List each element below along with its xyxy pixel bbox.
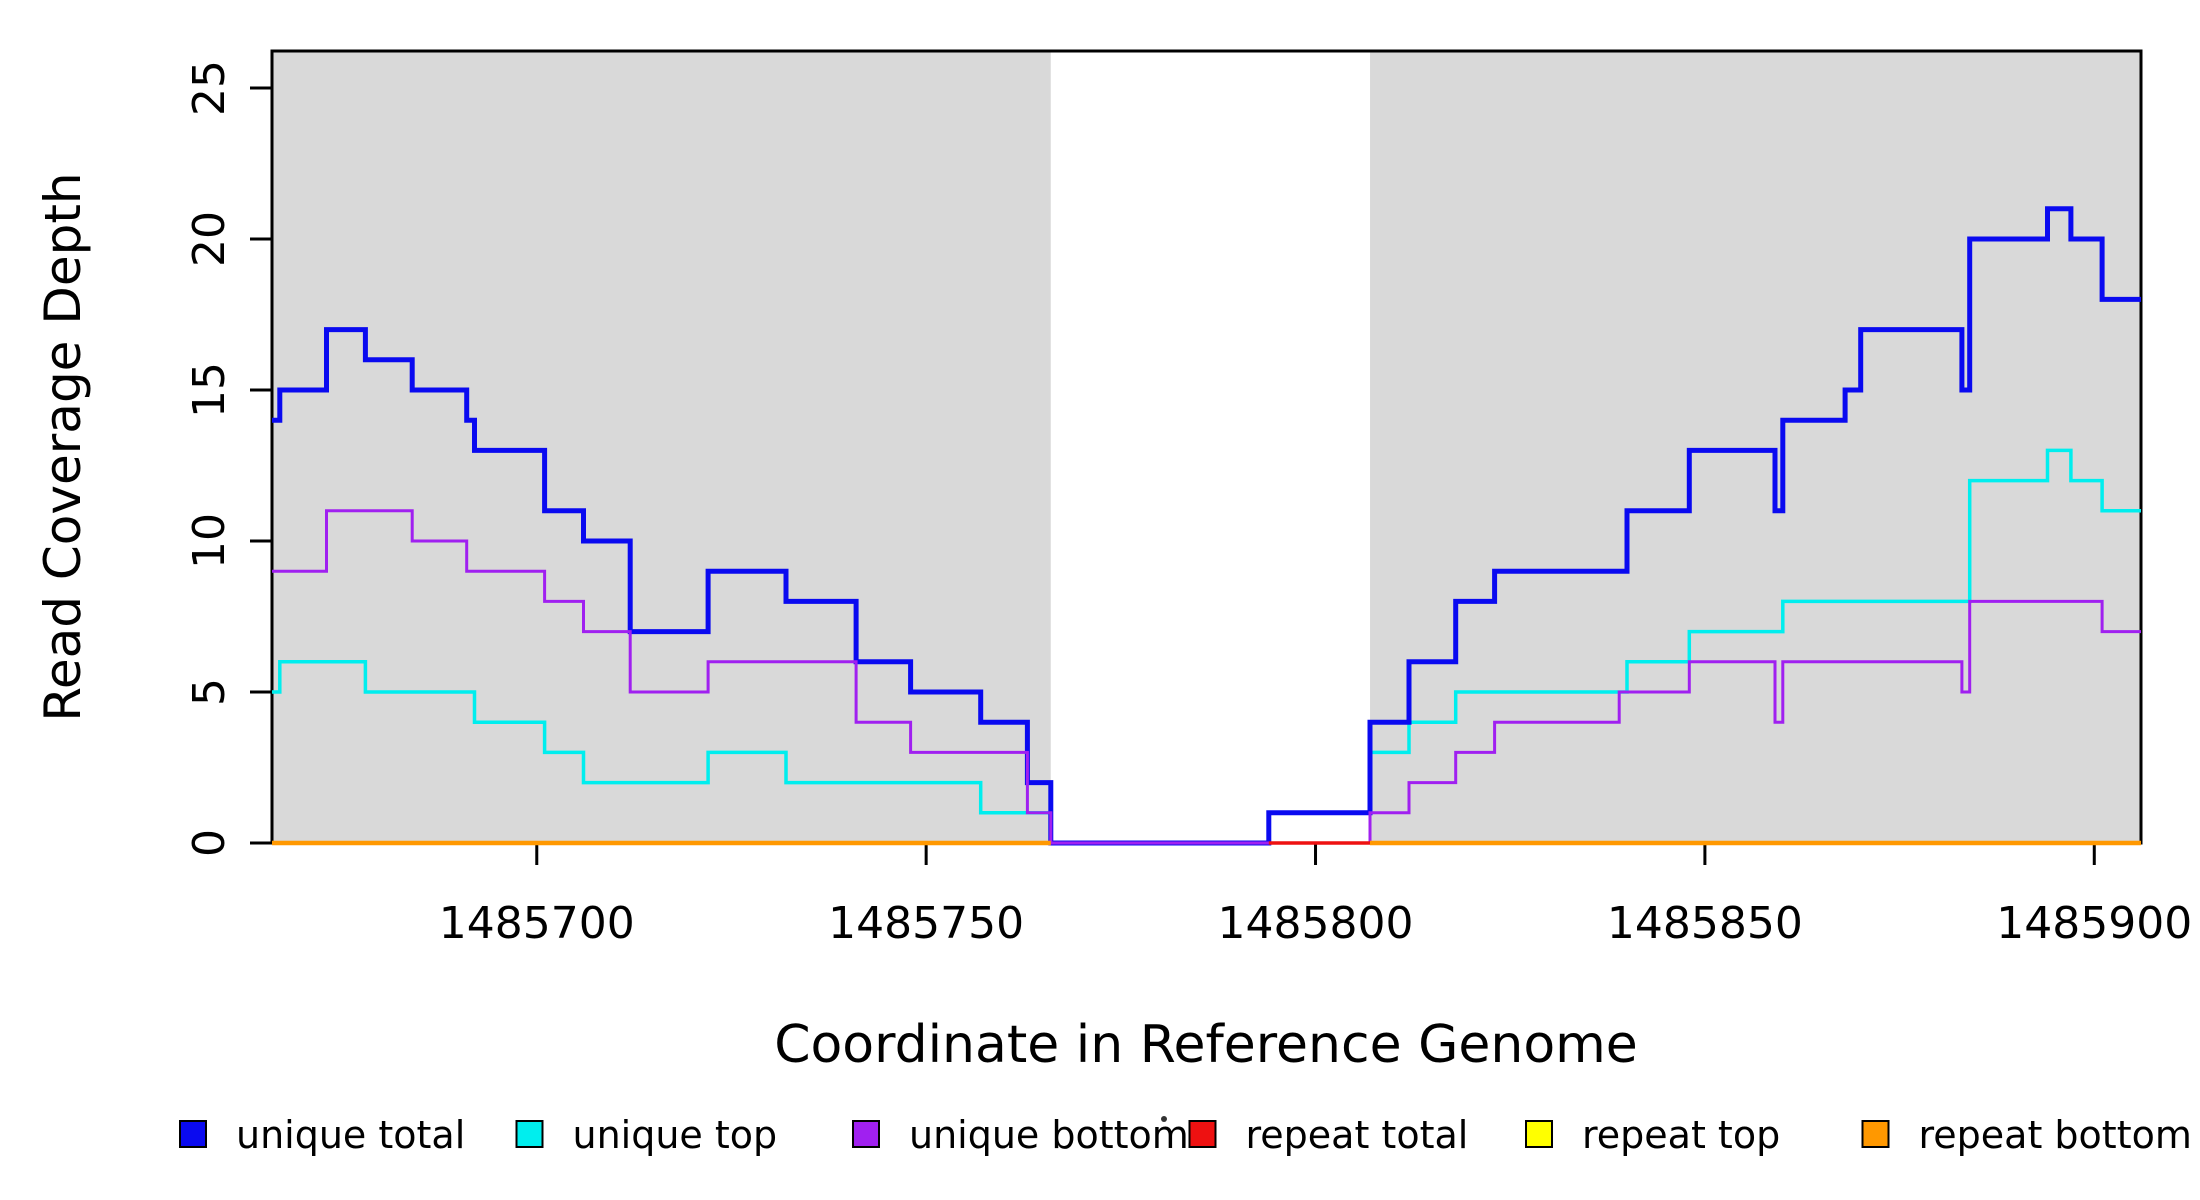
series-line-unique-bottom — [272, 509, 2141, 845]
legend: unique total unique top unique bottom repea… — [179, 1113, 2192, 1157]
legend-label-unique-total: unique total — [236, 1113, 465, 1157]
x-axis-title: Coordinate in Reference Genome — [774, 1015, 1638, 1075]
shaded-regions — [272, 51, 2141, 843]
legend-swatch-repeat-top — [1525, 1120, 1553, 1148]
y-tick-label: 5 — [184, 678, 235, 706]
legend-swatch-repeat-bottom — [1861, 1120, 1890, 1148]
stray-dot — [1161, 1116, 1167, 1122]
legend-swatch-repeat-total — [1188, 1120, 1217, 1148]
legend-swatch-unique-bottom — [852, 1120, 880, 1148]
legend-label-repeat-bottom: repeat bottom — [1919, 1113, 2192, 1157]
legend-swatch-unique-total — [179, 1120, 207, 1148]
x-tick-label: 1485800 — [1218, 898, 1414, 949]
y-tick-label: 10 — [184, 513, 235, 569]
axis-ticks-and-labels: 1485700 1485750 1485800 1485850 1485900 0 5 10 1… — [184, 60, 2192, 949]
legend-label-unique-bottom: unique bottom — [909, 1113, 1189, 1157]
legend-label-repeat-total: repeat total — [1246, 1113, 1469, 1157]
shaded-region — [1370, 51, 2141, 843]
y-tick-label: 15 — [184, 362, 235, 418]
x-tick-label: 1485750 — [828, 898, 1024, 949]
y-axis-title: Read Coverage Depth — [34, 172, 92, 721]
y-tick-label: 25 — [184, 60, 235, 116]
legend-label-repeat-top: repeat top — [1582, 1113, 1780, 1157]
x-tick-label: 1485850 — [1607, 898, 1803, 949]
legend-label-unique-top: unique top — [573, 1113, 778, 1157]
x-tick-label: 1485700 — [439, 898, 635, 949]
y-tick-label: 0 — [184, 829, 235, 857]
x-tick-label: 1485900 — [1996, 898, 2192, 949]
y-tick-label: 20 — [184, 211, 235, 267]
annotations — [1161, 1116, 1167, 1122]
series-lines — [272, 206, 2141, 846]
legend-swatch-unique-top — [515, 1120, 544, 1148]
shaded-region — [272, 51, 1051, 843]
